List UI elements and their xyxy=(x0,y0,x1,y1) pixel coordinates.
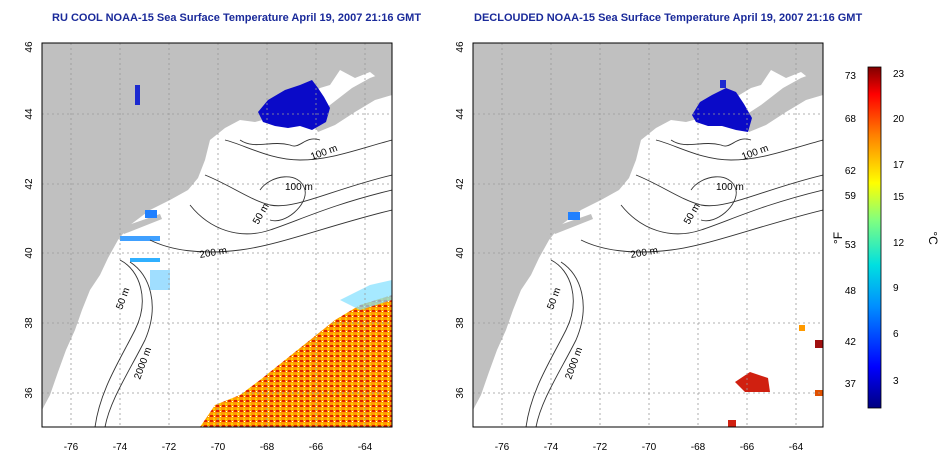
left-map-panel: 100 m 100 m 50 m 200 m 50 m 2000 m -76 -… xyxy=(24,41,393,453)
contour-label: 100 m xyxy=(740,143,770,163)
contour-label: 50 m xyxy=(682,202,703,227)
cold-water-patch xyxy=(258,80,330,130)
c-tick: 3 xyxy=(893,376,899,387)
cold-speck xyxy=(145,210,157,218)
contour-label: 2000 m xyxy=(563,346,585,381)
left-map-frame xyxy=(41,42,393,428)
lon-tick: -68 xyxy=(691,442,706,453)
f-tick: 73 xyxy=(845,71,857,82)
contour-label: 50 m xyxy=(251,202,272,227)
cold-speck xyxy=(120,236,160,241)
lat-tick: 46 xyxy=(455,41,466,53)
lon-tick: -64 xyxy=(789,442,804,453)
lon-tick: -70 xyxy=(211,442,226,453)
lat-tick: 42 xyxy=(24,178,35,190)
lon-tick: -74 xyxy=(113,442,128,453)
lon-tick: -70 xyxy=(642,442,657,453)
warm-speck xyxy=(815,340,823,348)
colorbar-gradient xyxy=(867,66,882,409)
right-map-panel: 100 m 100 m 50 m 200 m 50 m 2000 m -76 -… xyxy=(455,41,824,453)
warm-water-patch xyxy=(200,295,392,427)
nova-scotia xyxy=(741,70,823,132)
c-tick: 23 xyxy=(893,69,905,80)
c-tick: 9 xyxy=(893,283,899,294)
cold-water-patch xyxy=(692,88,752,132)
warm-edge-patch xyxy=(340,280,392,310)
lon-tick: -72 xyxy=(162,442,177,453)
land-mass xyxy=(42,43,392,410)
graticule xyxy=(473,43,823,427)
long-island xyxy=(120,214,162,234)
f-tick: 53 xyxy=(845,240,857,251)
lat-tick: 44 xyxy=(24,108,35,120)
warm-speck xyxy=(799,325,805,331)
cold-speck xyxy=(130,258,160,262)
lat-tick: 44 xyxy=(455,108,466,120)
contour-label: 50 m xyxy=(114,286,132,311)
left-lon-axis: -76 -74 -72 -70 -68 -66 -64 xyxy=(64,442,373,453)
f-tick: 42 xyxy=(845,337,857,348)
lat-tick: 40 xyxy=(455,247,466,259)
contour-label: 200 m xyxy=(199,245,228,261)
c-tick: 15 xyxy=(893,192,905,203)
f-tick: 37 xyxy=(845,379,857,390)
lat-tick: 36 xyxy=(455,387,466,399)
land-mass xyxy=(473,43,823,410)
celsius-ticks: 23 20 17 15 12 9 6 3 xyxy=(893,69,905,387)
right-map-frame xyxy=(472,42,824,428)
cold-speck xyxy=(720,80,726,88)
nova-scotia xyxy=(310,70,392,132)
right-lon-axis: -76 -74 -72 -70 -68 -66 -64 xyxy=(495,442,804,453)
c-tick: 12 xyxy=(893,238,905,249)
celsius-unit-label: °C xyxy=(926,231,940,245)
left-lat-axis: 36 38 40 42 44 46 xyxy=(24,41,35,399)
lon-tick: -76 xyxy=(495,442,510,453)
contour-label: 2000 m xyxy=(132,346,154,381)
contour-label: 100 m xyxy=(285,182,313,193)
bathymetry-contours xyxy=(94,138,392,427)
lat-tick: 38 xyxy=(24,317,35,329)
contour-label: 100 m xyxy=(716,182,744,193)
warm-water-patch xyxy=(735,372,770,392)
lon-tick: -74 xyxy=(544,442,559,453)
lon-tick: -76 xyxy=(64,442,79,453)
c-tick: 20 xyxy=(893,114,905,125)
right-panel-title: DECLOUDED NOAA-15 Sea Surface Temperatur… xyxy=(474,12,863,24)
lat-tick: 46 xyxy=(24,41,35,53)
lon-tick: -64 xyxy=(358,442,373,453)
lat-tick: 36 xyxy=(24,387,35,399)
cold-speck xyxy=(150,270,170,290)
f-tick: 48 xyxy=(845,286,857,297)
lat-tick: 40 xyxy=(24,247,35,259)
f-tick: 59 xyxy=(845,191,857,202)
lat-tick: 42 xyxy=(455,178,466,190)
lon-tick: -68 xyxy=(260,442,275,453)
cold-speck xyxy=(135,85,140,105)
cold-speck xyxy=(568,212,580,220)
fahrenheit-ticks: 73 68 62 59 53 48 42 37 xyxy=(845,71,857,390)
bathymetry-contours xyxy=(525,138,823,427)
graticule xyxy=(42,43,392,427)
lon-tick: -66 xyxy=(740,442,755,453)
long-island xyxy=(551,214,593,234)
warm-speck xyxy=(728,420,736,427)
fahrenheit-unit-label: °F xyxy=(831,232,845,244)
c-tick: 17 xyxy=(893,160,905,171)
contour-label: 100 m xyxy=(309,143,339,163)
contour-label: 50 m xyxy=(545,286,563,311)
right-lat-axis: 36 38 40 42 44 46 xyxy=(455,41,466,399)
lat-tick: 38 xyxy=(455,317,466,329)
f-tick: 68 xyxy=(845,114,857,125)
left-panel-title: RU COOL NOAA-15 Sea Surface Temperature … xyxy=(52,12,422,24)
temperature-colorbar: 73 68 62 59 53 48 42 37 23 20 17 15 12 9… xyxy=(831,66,940,409)
lon-tick: -72 xyxy=(593,442,608,453)
lon-tick: -66 xyxy=(309,442,324,453)
contour-label: 200 m xyxy=(630,245,659,261)
c-tick: 6 xyxy=(893,329,899,340)
f-tick: 62 xyxy=(845,166,857,177)
